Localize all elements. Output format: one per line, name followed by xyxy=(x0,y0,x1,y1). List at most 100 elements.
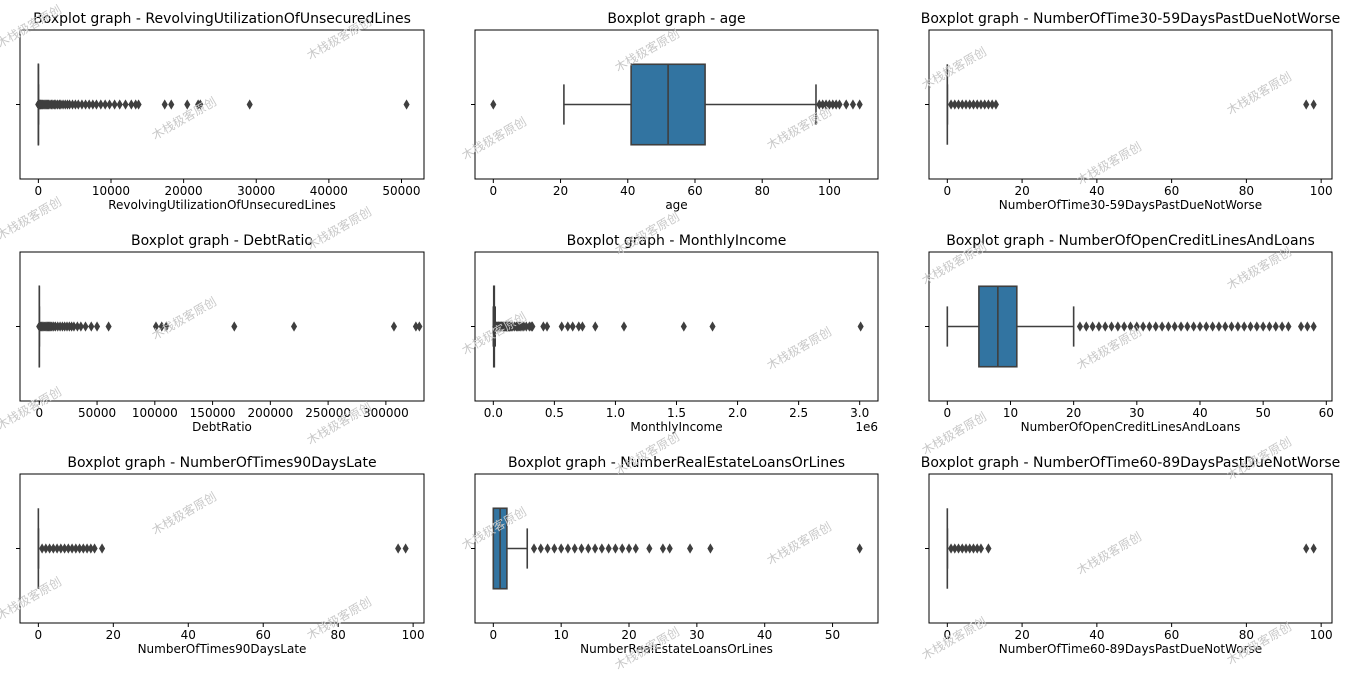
x-tick-label: 50 xyxy=(1256,406,1271,420)
x-tick-label: 50000 xyxy=(382,184,420,198)
x-tick-label: 20 xyxy=(553,184,568,198)
outlier-point xyxy=(1279,321,1286,332)
chart-title: Boxplot graph - NumberOfTime60-89DaysPas… xyxy=(921,455,1341,471)
x-tick-label: 10 xyxy=(554,628,569,642)
outlier-point xyxy=(105,321,112,332)
chart-title: Boxplot graph - RevolvingUtilizationOfUn… xyxy=(33,11,411,27)
outlier-point xyxy=(97,99,104,110)
outlier-point xyxy=(1146,321,1153,332)
x-tick-label: 40 xyxy=(757,628,772,642)
x-tick-label: 60 xyxy=(1319,406,1334,420)
x-tick-label: 40 xyxy=(1089,184,1104,198)
outlier-point xyxy=(544,543,551,554)
outlier-point xyxy=(231,321,238,332)
x-tick-label: 50 xyxy=(825,628,840,642)
outlier-point xyxy=(161,99,168,110)
x-tick-label: 60 xyxy=(687,184,702,198)
x-tick-label: 0 xyxy=(489,628,497,642)
outlier-point xyxy=(390,321,398,332)
outlier-point xyxy=(1083,321,1090,332)
outlier-point xyxy=(1133,321,1140,332)
outlier-point xyxy=(135,99,142,110)
outlier-point xyxy=(1177,321,1185,332)
chart-title: Boxplot graph - MonthlyIncome xyxy=(567,233,787,249)
chart-panels: Boxplot graph - RevolvingUtilizationOfUn… xyxy=(16,11,1340,656)
outlier-point xyxy=(1095,321,1102,332)
x-tick-label: 20 xyxy=(1014,628,1029,642)
x-tick-label: 250000 xyxy=(305,406,351,420)
outlier-point xyxy=(558,321,565,332)
x-tick-label: 2.5 xyxy=(789,406,808,420)
outlier-point xyxy=(530,543,538,554)
x-offset-label: 1e6 xyxy=(855,420,878,434)
boxplot-panel: Boxplot graph - NumberOfTimes90DaysLate 0… xyxy=(16,455,425,656)
x-tick-label: 20 xyxy=(1014,184,1029,198)
x-tick-label: 10 xyxy=(1003,406,1018,420)
outlier-point xyxy=(856,99,863,110)
outlier-point xyxy=(666,543,673,554)
outlier-point xyxy=(680,321,687,332)
outlier-point xyxy=(544,321,551,332)
x-tick-label: 300000 xyxy=(363,406,409,420)
outlier-point xyxy=(1121,321,1128,332)
x-axis-label: RevolvingUtilizationOfUnsecuredLines xyxy=(108,198,336,212)
outlier-point xyxy=(1266,321,1273,332)
x-axis-label: DebtRatio xyxy=(192,420,252,434)
x-tick-label: 60 xyxy=(1164,628,1179,642)
outlier-point xyxy=(571,543,578,554)
x-axis-label: NumberOfTime60-89DaysPastDueNotWorse xyxy=(999,642,1262,656)
outlier-point xyxy=(707,543,714,554)
outlier-point xyxy=(564,321,571,332)
outlier-point xyxy=(612,543,619,554)
outlier-point xyxy=(91,543,98,554)
chart-title: Boxplot graph - DebtRatio xyxy=(131,233,313,249)
x-tick-label: 60 xyxy=(1164,184,1179,198)
outlier-point xyxy=(1285,321,1292,332)
outlier-point xyxy=(184,99,191,110)
outlier-point xyxy=(158,321,165,332)
outlier-point xyxy=(1222,321,1229,332)
x-axis-label: MonthlyIncome xyxy=(630,420,722,434)
outlier-point xyxy=(1159,321,1166,332)
outlier-point xyxy=(1215,321,1222,332)
chart-title: Boxplot graph - NumberOfTimes90DaysLate xyxy=(67,455,376,471)
x-axis-label: NumberRealEstateLoansOrLines xyxy=(580,642,773,656)
outlier-point xyxy=(551,543,558,554)
x-tick-label: 1.0 xyxy=(606,406,625,420)
x-tick-label: 40 xyxy=(1192,406,1207,420)
x-tick-label: 0 xyxy=(943,406,951,420)
x-tick-label: 40 xyxy=(620,184,635,198)
outlier-point xyxy=(625,543,633,554)
outlier-point xyxy=(403,99,410,110)
x-tick-label: 0 xyxy=(35,184,43,198)
x-tick-label: 100 xyxy=(1310,184,1333,198)
chart-title: Boxplot graph - age xyxy=(607,11,745,27)
outlier-point xyxy=(569,321,576,332)
outlier-point xyxy=(77,321,84,332)
boxplot-panel: Boxplot graph - RevolvingUtilizationOfUn… xyxy=(16,11,425,212)
outlier-point xyxy=(849,99,857,110)
x-tick-label: 40 xyxy=(181,628,196,642)
chart-title: Boxplot graph - NumberRealEstateLoansOrL… xyxy=(508,455,845,471)
outlier-point xyxy=(1298,321,1305,332)
outlier-point xyxy=(619,543,626,554)
outlier-point xyxy=(168,99,175,110)
outlier-point xyxy=(564,543,571,554)
outlier-point xyxy=(1303,543,1310,554)
outlier-point xyxy=(88,321,95,332)
outlier-point xyxy=(992,99,999,110)
x-tick-label: 0.0 xyxy=(484,406,503,420)
outlier-point xyxy=(605,543,612,554)
outlier-point xyxy=(1089,321,1096,332)
outlier-point xyxy=(82,321,89,332)
x-axis-label: NumberOfTime30-59DaysPastDueNotWorse xyxy=(999,198,1262,212)
outlier-point xyxy=(646,543,653,554)
outlier-point xyxy=(1247,321,1254,332)
outlier-point xyxy=(1196,321,1204,332)
outlier-point xyxy=(1310,99,1317,110)
outlier-point xyxy=(290,321,298,332)
outlier-point xyxy=(152,321,160,332)
outlier-point xyxy=(93,99,100,110)
x-tick-label: 100 xyxy=(1310,628,1333,642)
